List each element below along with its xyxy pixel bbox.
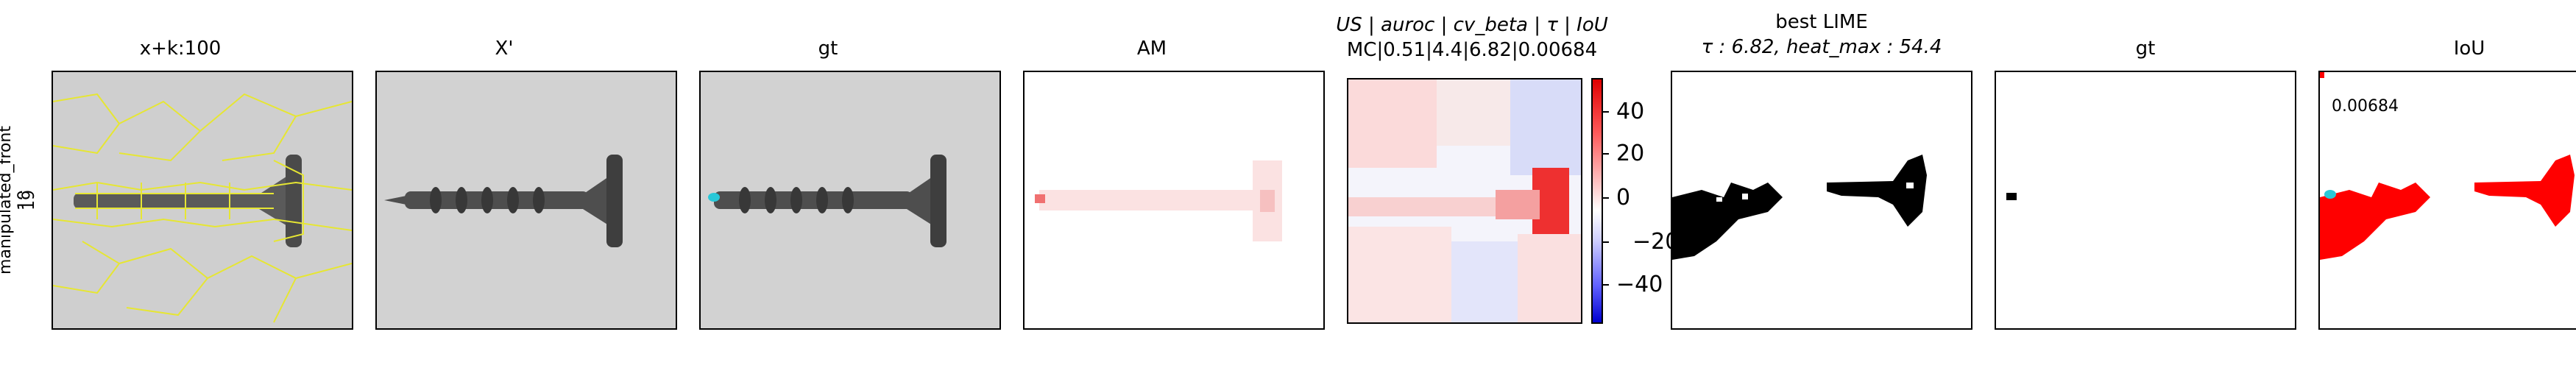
panel5-title-line1: US | auroc | cv_beta | τ | IoU (1336, 14, 1608, 36)
panel8-iou-overlay (2318, 71, 2576, 330)
panel7-svg (1996, 72, 2295, 328)
colorbar-tickmark-40 (1603, 111, 1609, 113)
panel5-svg (1348, 79, 1581, 322)
colorbar-tick-40: 40 (1616, 99, 1645, 124)
panel3-gt-image (699, 71, 1001, 330)
panel1-svg (53, 72, 352, 328)
colorbar-tick-0: 0 (1616, 185, 1631, 210)
panel5-heatmap-image (1347, 78, 1582, 324)
iou-marker-icon (2324, 190, 2336, 199)
row-label-index: 19 (20, 190, 38, 210)
colorbar-tickmark-m20 (1603, 241, 1609, 243)
colorbar-tickmark-0 (1603, 197, 1609, 199)
panel7-title: gt (2135, 38, 2156, 60)
colorbar-tickmark-20 (1603, 153, 1609, 155)
panel1-superpixel-image (52, 71, 353, 330)
panel3-svg (701, 72, 999, 328)
panel4-title: AM (1136, 38, 1167, 60)
anomaly-marker-icon (708, 193, 720, 202)
panel6-title-line2: τ : 6.82, heat_max : 54.4 (1701, 36, 1942, 58)
colorbar-tickmark-m40 (1603, 284, 1609, 286)
row-label-line2-svg: 19 (20, 190, 38, 210)
panel8-svg (2320, 72, 2576, 328)
panel5-title-line2: MC|0.51|4.4|6.82|0.00684 (1346, 39, 1598, 61)
panel4-svg (1025, 72, 1323, 328)
panel2-screw-image (375, 71, 677, 330)
panel7-gt-mask (1995, 71, 2296, 330)
iou-value: 0.00684 (2332, 97, 2399, 116)
colorbar (1591, 78, 1603, 324)
panel4-am-image (1023, 71, 1325, 330)
colorbar-tick-m40: −40 (1616, 272, 1663, 297)
panel1-title: x+k:100 (139, 38, 222, 60)
panel2-title: X' (495, 38, 514, 60)
panel6-title-line1: best LIME (1775, 11, 1868, 33)
superpixel-outlines-icon (53, 93, 352, 323)
row-label-line1: manipulated_front (0, 126, 15, 275)
panel6-lime-mask (1671, 71, 1972, 330)
screw-shape (74, 155, 302, 247)
panel3-title: gt (818, 38, 838, 60)
panel8-title: IoU (2453, 38, 2485, 60)
panel2-svg (377, 72, 676, 328)
row-label-line2-box: 19 (19, 71, 38, 330)
panel6-svg (1672, 72, 1971, 328)
colorbar-tick-20: 20 (1616, 141, 1645, 166)
